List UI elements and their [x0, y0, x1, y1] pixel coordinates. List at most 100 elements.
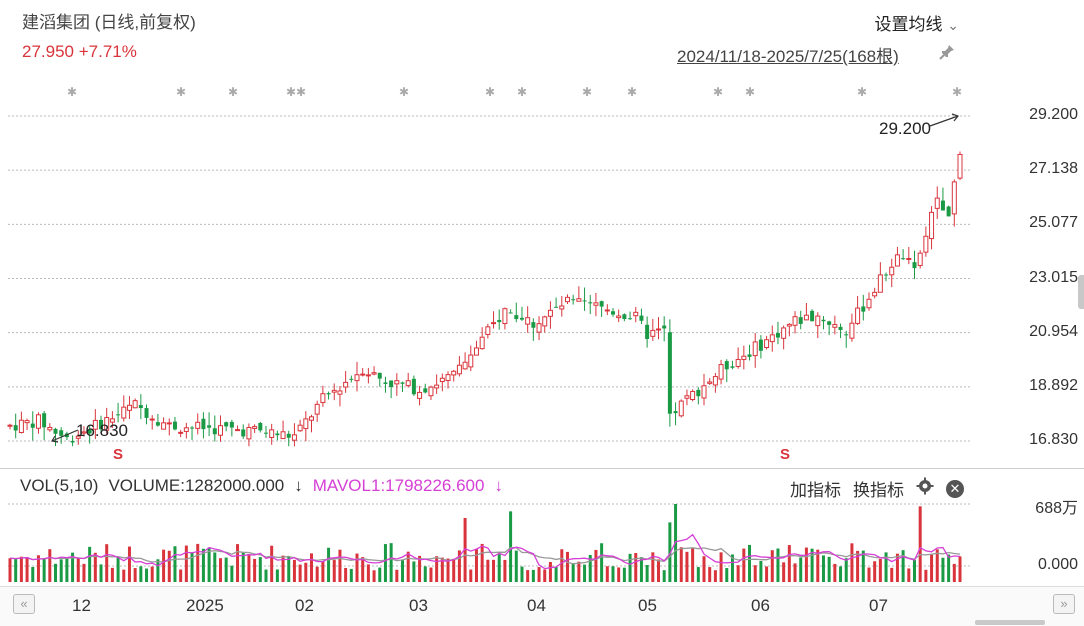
candle: [456, 356, 462, 377]
volume-bar: [651, 552, 655, 582]
volume-legend: VOL(5,10) VOLUME:1282000.000 ↓ MAVOL1:17…: [20, 476, 503, 496]
volume-bar: [99, 564, 103, 582]
volume-bar: [492, 559, 496, 582]
volume-bar: [378, 567, 382, 582]
event-marker-icon: ✱: [857, 85, 867, 99]
high-annotation: 29.200: [879, 119, 931, 139]
candle: [24, 418, 30, 431]
low-arrow-icon: [51, 429, 79, 443]
volume-bar: [685, 551, 689, 582]
volume-bar: [941, 557, 945, 582]
signal-marker[interactable]: S: [113, 447, 123, 462]
volume-bar: [901, 550, 905, 582]
candle: [769, 325, 775, 352]
candle: [53, 427, 58, 446]
volume-bar: [54, 563, 58, 582]
candle: [235, 425, 241, 432]
close-icon[interactable]: ✕: [946, 479, 964, 498]
volume-bar: [571, 563, 575, 582]
volume-bar: [429, 567, 433, 582]
volume-bar: [770, 550, 774, 582]
set-ma-button[interactable]: 设置均线 ⌄: [875, 10, 959, 35]
candle: [877, 262, 883, 293]
price-chart[interactable]: ✱ ✱ ✱ ✱ ✱ ✱ ✱ ✱ ✱ ✱ ✱ ✱ ✱ ✱: [0, 80, 975, 470]
candle: [308, 414, 314, 433]
volume-bar: [145, 568, 149, 582]
candle: [314, 400, 320, 422]
volume-axis-top: 688万: [1035, 500, 1078, 517]
candle: [360, 368, 366, 377]
candle: [155, 413, 160, 427]
volume-bar: [509, 511, 513, 582]
event-marker-icon: ✱: [517, 85, 527, 99]
candlesticks: [7, 151, 963, 447]
volume-bar: [258, 557, 262, 582]
volume-bar: [179, 569, 183, 582]
candle: [343, 371, 349, 393]
candle: [610, 308, 615, 317]
volume-bar: [287, 556, 291, 582]
candle: [178, 429, 184, 438]
volume-bar: [912, 559, 916, 582]
candle: [525, 306, 531, 333]
candle: [149, 415, 155, 430]
candle: [519, 306, 524, 321]
side-panel-handle[interactable]: [1078, 275, 1084, 309]
price-axis-tick: 23.015: [1029, 268, 1078, 286]
candle: [786, 323, 792, 337]
event-marker-icon: ✱: [952, 85, 962, 99]
volume-bar: [201, 548, 205, 582]
candle: [678, 399, 684, 418]
volume-bar: [554, 566, 558, 582]
volume-bar: [753, 565, 757, 582]
volume-bar: [110, 567, 114, 582]
signal-marker[interactable]: S: [780, 447, 790, 462]
event-marker-icon: ✱: [627, 85, 637, 99]
candle: [224, 421, 229, 432]
pin-icon[interactable]: [938, 43, 956, 61]
volume-bar: [873, 561, 877, 582]
volume-bar: [600, 543, 604, 582]
price-axis-tick: 20.954: [1029, 322, 1078, 340]
volume-bar: [918, 506, 922, 582]
volume-bar: [958, 556, 962, 582]
gear-icon[interactable]: [916, 477, 934, 500]
candle: [901, 249, 906, 260]
candle: [576, 286, 582, 302]
candle: [571, 294, 576, 305]
candle: [30, 411, 35, 441]
scroll-left-button[interactable]: «: [13, 594, 35, 614]
candle: [628, 311, 633, 320]
candle: [263, 425, 268, 438]
volume-bar: [162, 549, 166, 582]
price-axis-tick: 16.830: [1029, 431, 1078, 448]
candle: [645, 316, 650, 348]
candle: [201, 412, 206, 439]
add-indicator-button[interactable]: 加指标: [790, 481, 841, 500]
candle: [559, 296, 565, 317]
volume-bar: [355, 553, 359, 582]
mavol2-line: [9, 546, 961, 565]
volume-bar: [878, 558, 882, 582]
candle: [70, 435, 75, 447]
scrollbar-thumb[interactable]: [975, 620, 1045, 625]
volume-bar: [935, 549, 939, 582]
x-axis-label: 12: [72, 596, 91, 615]
volume-bar: [560, 549, 564, 582]
volume-bar: [14, 559, 18, 582]
volume-bar: [833, 563, 837, 582]
volume-chart[interactable]: [0, 500, 975, 585]
candle: [718, 359, 724, 385]
candle: [855, 296, 861, 325]
volume-bar: [480, 543, 484, 582]
candle: [104, 407, 110, 434]
volume-bar: [526, 570, 530, 582]
scroll-right-button[interactable]: »: [1053, 594, 1075, 614]
candle: [269, 423, 275, 445]
volume-bar: [435, 556, 439, 582]
switch-indicator-button[interactable]: 换指标: [853, 481, 904, 500]
candle: [81, 426, 87, 437]
volume-bar: [844, 558, 848, 582]
volume-bar: [827, 556, 831, 582]
date-range-link[interactable]: 2024/11/18-2025/7/25(168根): [677, 47, 899, 66]
